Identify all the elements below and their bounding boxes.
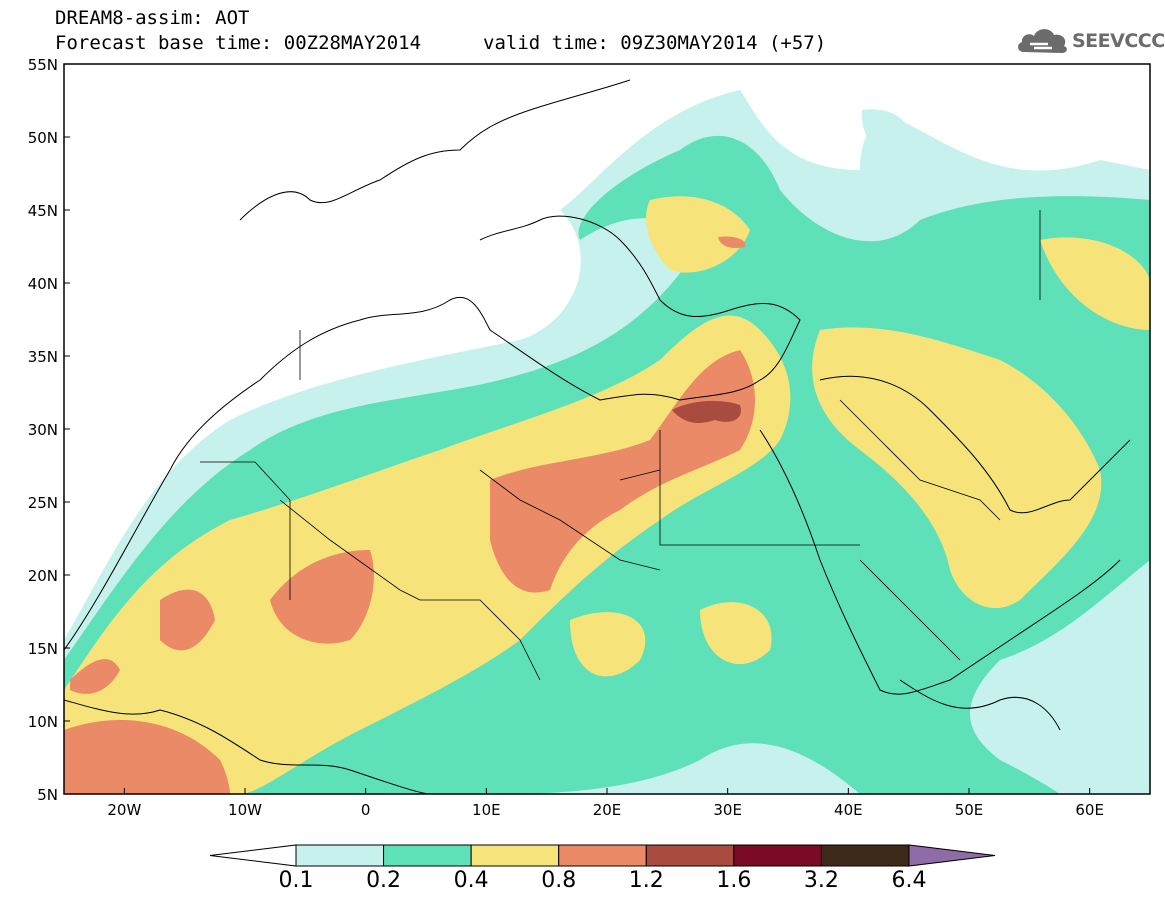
aot-band-0.8 [160, 589, 215, 651]
aot-band-1.2 [672, 400, 741, 423]
lat-label: 30N [28, 421, 58, 439]
colorbar-label: 0.4 [453, 868, 489, 893]
lat-label: 55N [28, 56, 58, 74]
map-title: DREAM8-assim: AOT [55, 7, 250, 29]
colorbar [209, 844, 996, 867]
lon-label: 40E [834, 801, 863, 819]
colorbar-high-arrow [908, 844, 996, 867]
lon-label: 60E [1075, 801, 1104, 819]
aot-band-0.8 [718, 236, 746, 248]
lon-label: 50E [955, 801, 984, 819]
colorbar-swatch [733, 844, 822, 867]
lat-label: 10N [28, 713, 58, 731]
colorbar-low-arrow [209, 844, 297, 867]
longitude-labels: 20W 10W 0 10E 20E 30E 40E 50E 60E [107, 801, 1104, 819]
lon-label: 20E [593, 801, 622, 819]
coastlines [64, 79, 1131, 794]
aot-band-0.1 [861, 109, 908, 153]
colorbar-swatch [295, 844, 385, 867]
aot-field [64, 90, 1150, 794]
cloud-icon [1018, 29, 1067, 53]
aot-band-0.8 [64, 720, 230, 794]
lat-label: 40N [28, 275, 58, 293]
colorbar-swatch [558, 844, 647, 867]
colorbar-label: 3.2 [803, 868, 839, 893]
colorbar-swatch [820, 844, 910, 867]
lon-label: 10W [228, 801, 262, 819]
aot-band-0.4 [64, 315, 791, 794]
colorbar-label: 0.1 [278, 868, 314, 893]
lat-label: 15N [28, 640, 58, 658]
colorbar-swatch [645, 844, 735, 867]
aot-band-0.4 [646, 196, 750, 273]
valid-time: valid time: 09Z30MAY2014 (+57) [483, 32, 827, 54]
aot-band-0.4 [700, 602, 772, 665]
aot-band-0.8 [270, 550, 374, 644]
colorbar-label: 0.8 [541, 868, 577, 893]
lat-label: 50N [28, 129, 58, 147]
lon-label: 30E [713, 801, 742, 819]
lon-label: 10E [472, 801, 501, 819]
colorbar-label: 1.6 [716, 868, 752, 893]
lat-label: 20N [28, 567, 58, 585]
colorbar-label: 0.2 [366, 868, 402, 893]
seevccc-logo: SEEVCCC [1016, 22, 1165, 56]
lat-label: 25N [28, 494, 58, 512]
lon-label: 20W [107, 801, 141, 819]
forecast-base-time: Forecast base time: 00Z28MAY2014 [55, 32, 422, 54]
colorbar-label: 1.2 [628, 868, 664, 893]
lat-label: 5N [37, 786, 58, 804]
colorbar-swatch [383, 844, 472, 867]
aot-band-0.4 [570, 612, 646, 677]
aot-band-0.4 [1040, 237, 1150, 330]
colorbar-label: 6.4 [891, 868, 927, 893]
colorbar-swatch [470, 844, 560, 867]
country-borders [200, 210, 1041, 681]
aot-band-0.8 [70, 659, 120, 694]
latitude-labels: 55N 50N 45N 40N 35N 30N 25N 20N 15N 10N 5N [28, 56, 58, 804]
logo-text: SEEVCCC [1072, 30, 1165, 52]
axis-ticks [64, 63, 1091, 795]
lat-label: 35N [28, 348, 58, 366]
aot-band-0.4 [812, 327, 1102, 609]
lon-label: 0 [361, 801, 371, 819]
lat-label: 45N [28, 202, 58, 220]
